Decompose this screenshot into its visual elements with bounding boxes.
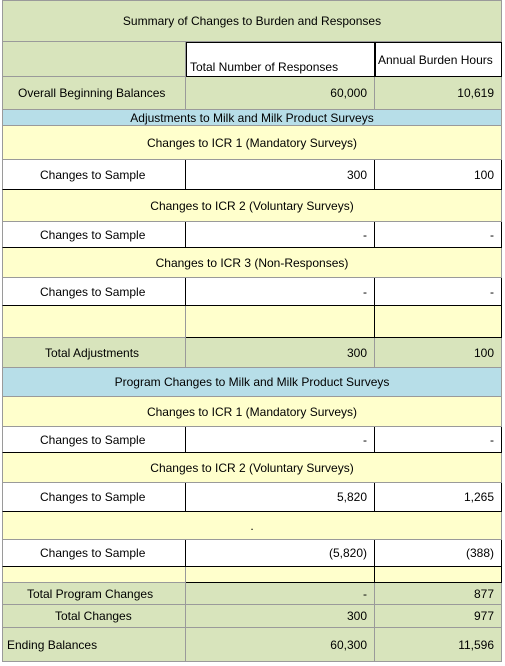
value-cell: - bbox=[186, 222, 375, 248]
title: Summary of Changes to Burden and Respons… bbox=[2, 0, 502, 42]
section-heading: Changes to ICR 1 (Mandatory Surveys) bbox=[2, 126, 502, 160]
value-cell bbox=[375, 306, 502, 338]
section-heading: Changes to ICR 3 (Non-Responses) bbox=[2, 248, 502, 278]
value-cell: - bbox=[375, 427, 502, 453]
value-cell: 300 bbox=[186, 338, 375, 368]
value-cell: - bbox=[186, 583, 375, 605]
row-label: Changes to Sample bbox=[2, 222, 186, 248]
value-cell bbox=[186, 567, 375, 583]
header-blank bbox=[2, 42, 186, 77]
value-cell: 100 bbox=[375, 160, 502, 190]
value-cell: - bbox=[375, 222, 502, 248]
row-label: Ending Balances bbox=[2, 628, 186, 662]
value-cell: (388) bbox=[375, 540, 502, 567]
section-heading: Changes to ICR 1 (Mandatory Surveys) bbox=[2, 397, 502, 427]
section-heading: Changes to ICR 2 (Voluntary Surveys) bbox=[2, 190, 502, 222]
value-cell: - bbox=[375, 278, 502, 306]
row-label: Changes to Sample bbox=[2, 540, 186, 567]
value-cell: 300 bbox=[186, 605, 375, 628]
section-heading: Changes to ICR 2 (Voluntary Surveys) bbox=[2, 453, 502, 483]
value-cell: 100 bbox=[375, 338, 502, 368]
value-cell: 10,619 bbox=[375, 77, 502, 110]
row-label bbox=[2, 567, 186, 583]
value-cell: 300 bbox=[186, 160, 375, 190]
header-cell: Total Number of Responses bbox=[186, 42, 375, 77]
value-cell: - bbox=[186, 278, 375, 306]
row-label: Changes to Sample bbox=[2, 278, 186, 306]
value-cell: 877 bbox=[375, 583, 502, 605]
value-cell: 11,596 bbox=[375, 628, 502, 662]
row-label: Changes to Sample bbox=[2, 483, 186, 512]
value-cell: 1,265 bbox=[375, 483, 502, 512]
value-cell: 60,300 bbox=[186, 628, 375, 662]
value-cell bbox=[375, 567, 502, 583]
header-cell: Annual Burden Hours bbox=[375, 42, 502, 77]
value-cell bbox=[186, 306, 375, 338]
value-cell: (5,820) bbox=[186, 540, 375, 567]
value-cell: - bbox=[186, 427, 375, 453]
row-label: Total Program Changes bbox=[2, 583, 186, 605]
section-heading: Program Changes to Milk and Milk Product… bbox=[2, 368, 502, 397]
value-cell: 60,000 bbox=[186, 77, 375, 110]
row-label: Changes to Sample bbox=[2, 160, 186, 190]
row-label: Overall Beginning Balances bbox=[2, 77, 186, 110]
row-label: Total Changes bbox=[2, 605, 186, 628]
value-cell: 5,820 bbox=[186, 483, 375, 512]
value-cell: 977 bbox=[375, 605, 502, 628]
section-heading: . bbox=[2, 512, 502, 540]
row-label bbox=[2, 306, 186, 338]
row-label: Total Adjustments bbox=[2, 338, 186, 368]
row-label: Changes to Sample bbox=[2, 427, 186, 453]
section-heading: Adjustments to Milk and Milk Product Sur… bbox=[2, 110, 502, 126]
